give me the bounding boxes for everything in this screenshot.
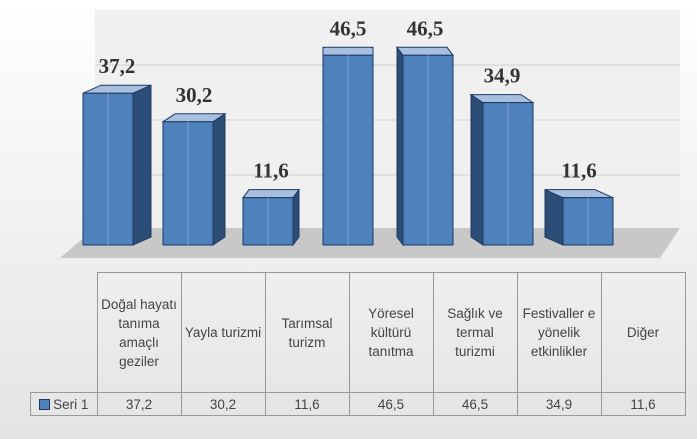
data-label: 46,5 (407, 16, 444, 40)
data-label: 34,9 (484, 64, 521, 88)
data-label: 11,6 (561, 159, 597, 183)
bar-top (322, 46, 374, 56)
bar-side (544, 188, 564, 246)
legend-cell: Seri 1 (30, 392, 98, 416)
category-label: Tarımsal turizm (264, 272, 350, 393)
category-label: Yayla turizmi (180, 272, 266, 393)
category-label: Diğer (600, 272, 686, 393)
legend-label: Seri 1 (53, 396, 89, 412)
corner (30, 272, 98, 393)
table-value: 11,6 (600, 392, 686, 416)
table-value: 34,9 (516, 392, 602, 416)
table-value: 30,2 (180, 392, 266, 416)
bar-side (396, 45, 404, 247)
category-label: Festivaller e yönelik etkinlikler (516, 272, 602, 393)
category-label: Yöresel kültürü tanıtma (348, 272, 434, 393)
bar-top (396, 46, 454, 56)
data-label: 37,2 (99, 54, 136, 78)
bar-top (469, 94, 535, 104)
bar-side (132, 84, 152, 246)
value-row: Seri 1 37,2 30,2 11,6 46,5 46,5 34,9 11,6 (30, 392, 686, 416)
category-label: Sağlık ve termal turizmi (432, 272, 518, 393)
bar-side (470, 93, 484, 246)
bar-side (212, 112, 226, 246)
legend-key (39, 398, 51, 410)
table-value: 11,6 (264, 392, 350, 416)
table-value: 46,5 (348, 392, 434, 416)
data-table: Doğal hayatı tanıma amaçlı geziler Yayla … (30, 272, 686, 416)
category-label: Doğal hayatı tanıma amaçlı geziler (96, 272, 182, 393)
category-row: Doğal hayatı tanıma amaçlı geziler Yayla … (30, 272, 686, 393)
bar-side (292, 188, 300, 247)
bar-top (242, 189, 300, 199)
data-label: 30,2 (176, 83, 213, 107)
data-label: 46,5 (330, 16, 367, 40)
table-value: 37,2 (96, 392, 182, 416)
bar-top (161, 113, 227, 123)
data-label: 11,6 (253, 159, 289, 183)
table-value: 46,5 (432, 392, 518, 416)
